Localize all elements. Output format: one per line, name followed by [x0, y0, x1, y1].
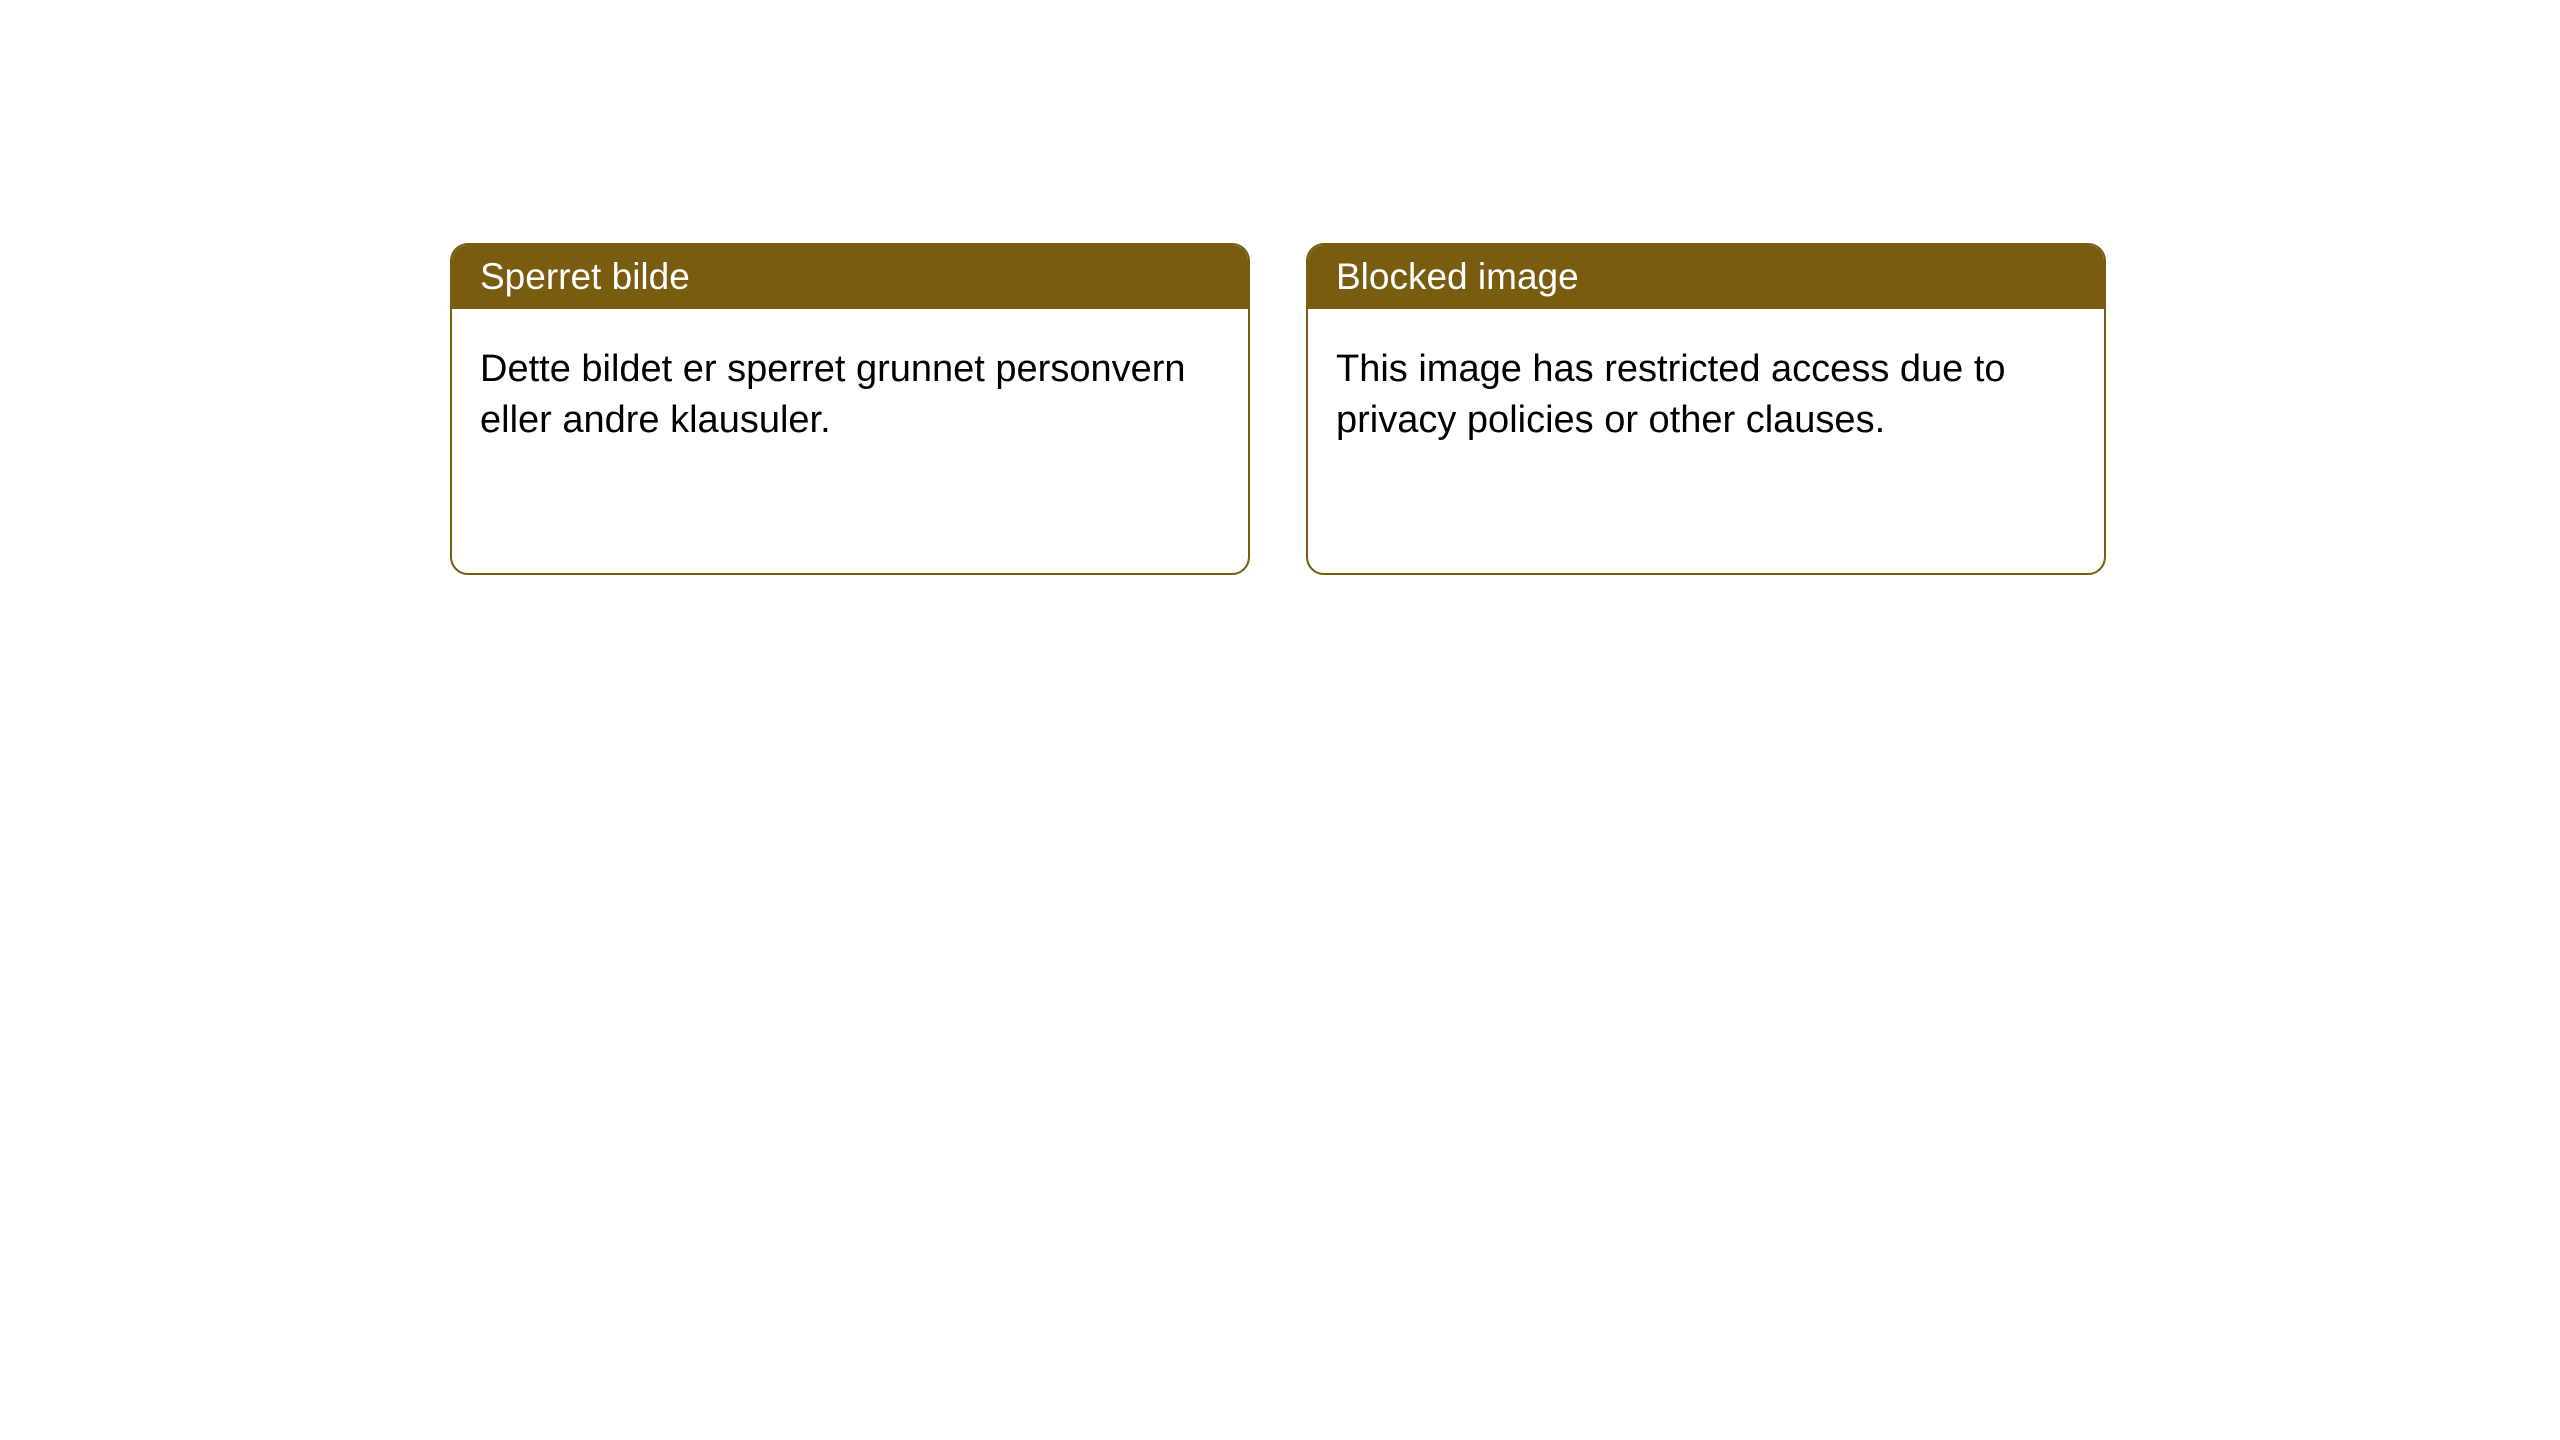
card-body-en: This image has restricted access due to … [1308, 309, 2104, 482]
card-header-no: Sperret bilde [452, 245, 1248, 309]
blocked-image-notice-container: Sperret bilde Dette bildet er sperret gr… [450, 243, 2106, 575]
blocked-image-card-en: Blocked image This image has restricted … [1306, 243, 2106, 575]
card-header-en: Blocked image [1308, 245, 2104, 309]
card-body-no: Dette bildet er sperret grunnet personve… [452, 309, 1248, 482]
blocked-image-card-no: Sperret bilde Dette bildet er sperret gr… [450, 243, 1250, 575]
